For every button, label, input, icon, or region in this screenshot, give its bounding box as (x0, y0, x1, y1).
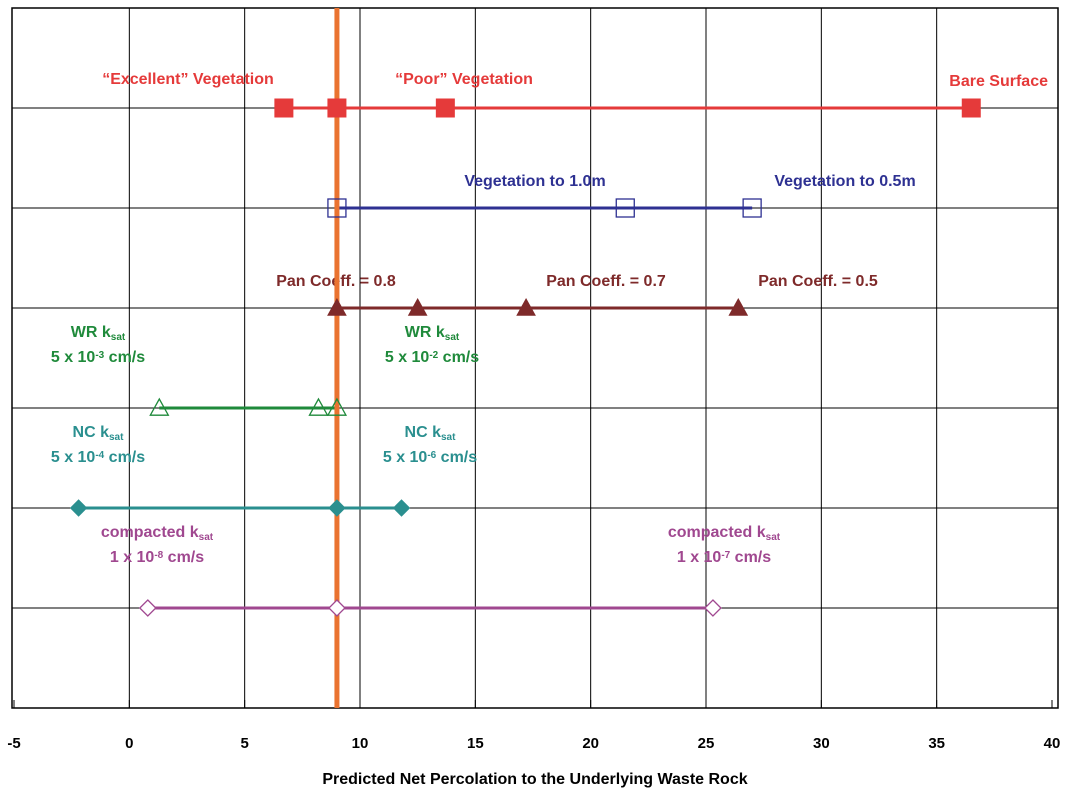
x-axis-label: Predicted Net Percolation to the Underly… (322, 771, 747, 788)
marker (328, 499, 346, 517)
marker (327, 297, 347, 316)
annotation-text: Bare Surface (949, 73, 1048, 90)
annotation-text: cm/s (163, 549, 204, 566)
marker (69, 499, 88, 517)
x-tick-label: 30 (813, 735, 830, 752)
annotation-subscript: sat (109, 432, 124, 443)
annotation-text: “Excellent” Vegetation (102, 71, 274, 88)
annotation: compacted ksat (101, 524, 214, 543)
marker (327, 98, 347, 118)
annotation: compacted ksat (668, 524, 781, 543)
marker (274, 98, 294, 118)
annotation-subscript: sat (445, 332, 460, 343)
marker (149, 397, 170, 416)
x-tick-label: 20 (582, 735, 599, 752)
marker (327, 198, 347, 218)
x-tick-label: 5 (240, 735, 248, 752)
marker (704, 599, 722, 617)
marker (728, 297, 749, 316)
annotation-text: cm/s (104, 349, 145, 366)
annotation-text: WR k (405, 324, 445, 341)
annotation: Bare Surface (949, 73, 1048, 90)
x-tick-label: 15 (467, 735, 484, 752)
marker (392, 499, 411, 517)
marker (138, 599, 157, 617)
annotation-subscript: sat (111, 332, 126, 343)
annotation-text: 5 x 10 (385, 349, 430, 366)
x-tick-label: 25 (698, 735, 715, 752)
annotation: WR ksat (405, 324, 460, 343)
annotation-text: compacted k (668, 524, 766, 541)
annotation-text: “Poor” Vegetation (395, 71, 533, 88)
annotation-text: Pan Coeff. = 0.7 (546, 273, 666, 290)
plot-frame (11, 7, 1059, 709)
marker (328, 599, 346, 617)
annotation-subscript: sat (766, 532, 781, 543)
annotation-text: compacted k (101, 524, 199, 541)
annotation-subscript: sat (199, 532, 214, 543)
annotation: Pan Coeff. = 0.7 (546, 273, 666, 290)
marker (326, 397, 348, 416)
x-tick-label: 40 (1044, 735, 1061, 752)
annotation-text: cm/s (104, 449, 145, 466)
annotation-text: cm/s (438, 349, 479, 366)
marker (308, 397, 329, 416)
annotation-superscript: -3 (95, 350, 104, 361)
annotation-superscript: -8 (154, 550, 163, 561)
annotation: 1 x 10-8 cm/s (110, 549, 204, 566)
annotation: 5 x 10-6 cm/s (383, 449, 477, 466)
annotation-text: Vegetation to 1.0m (464, 173, 605, 190)
annotation-text: NC k (73, 424, 110, 441)
annotation: Vegetation to 1.0m (464, 173, 605, 190)
marker (742, 198, 762, 218)
annotation-text: cm/s (730, 549, 771, 566)
annotation: “Poor” Vegetation (395, 71, 533, 88)
annotation-text: 1 x 10 (677, 549, 722, 566)
annotation: Pan Coeff. = 0.5 (758, 273, 878, 290)
x-tick-label: 10 (352, 735, 369, 752)
marker (516, 297, 536, 316)
annotation: Vegetation to 0.5m (774, 173, 915, 190)
annotation: “Excellent” Vegetation (102, 71, 274, 88)
marker (615, 198, 635, 218)
annotation: NC ksat (405, 424, 457, 443)
annotation-text: Pan Coeff. = 0.5 (758, 273, 878, 290)
annotation-text: 5 x 10 (383, 449, 428, 466)
annotation-superscript: -4 (95, 450, 104, 461)
annotation-superscript: -6 (427, 450, 436, 461)
marker (407, 297, 428, 316)
annotation-text: WR k (71, 324, 111, 341)
annotation-text: NC k (405, 424, 442, 441)
x-tick-label: -5 (7, 735, 20, 752)
annotation-text: 5 x 10 (51, 349, 96, 366)
marker (961, 98, 981, 118)
annotation: 5 x 10-2 cm/s (385, 349, 479, 366)
marker (435, 98, 455, 118)
x-tick-label: 0 (125, 735, 133, 752)
annotation: WR ksat (71, 324, 126, 343)
annotation: 1 x 10-7 cm/s (677, 549, 771, 566)
x-tick-label: 35 (928, 735, 945, 752)
annotation: NC ksat (73, 424, 125, 443)
annotation-superscript: -7 (721, 550, 730, 561)
annotation-subscript: sat (441, 432, 456, 443)
annotation-text: cm/s (436, 449, 477, 466)
annotation-superscript: -2 (429, 350, 438, 361)
annotation-text: Vegetation to 0.5m (774, 173, 915, 190)
annotation: 5 x 10-3 cm/s (51, 349, 145, 366)
annotation-text: 5 x 10 (51, 449, 96, 466)
annotation-text: 1 x 10 (110, 549, 155, 566)
annotation: 5 x 10-4 cm/s (51, 449, 145, 466)
